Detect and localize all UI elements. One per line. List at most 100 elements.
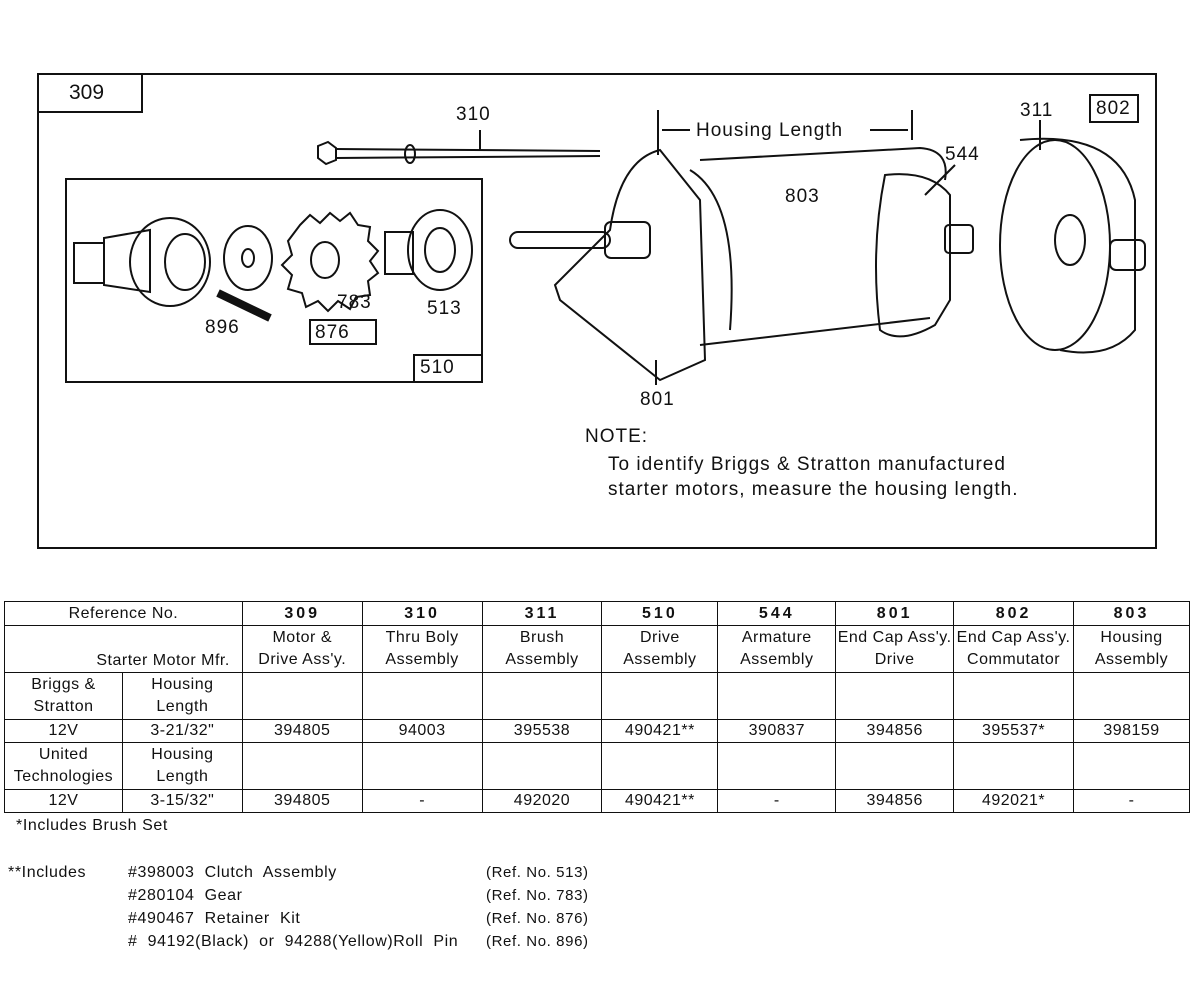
- empty-cell: [361, 742, 483, 790]
- part-number: 390837: [717, 719, 837, 743]
- ref-803-label: 803: [785, 186, 820, 207]
- empty-cell: [361, 672, 483, 720]
- ref-number-row: Reference No. 309 310 311 510 544 801 80…: [4, 601, 1190, 626]
- clutch-part: [384, 209, 473, 291]
- footnote-includes: **Includes: [8, 864, 87, 881]
- commutator-end-cap-part: [999, 120, 1146, 354]
- armature-part: [875, 164, 974, 338]
- desc-line-2: Commutator: [967, 651, 1061, 668]
- manufacturer-row: United Technologies Housing Length: [4, 742, 1190, 790]
- footnote-part: # 94192(Black) or 94288(Yellow)Roll Pin: [128, 933, 459, 950]
- empty-cell: [241, 742, 363, 790]
- desc-line-1: End Cap Ass'y.: [956, 629, 1071, 646]
- part-number: 394805: [241, 789, 363, 813]
- footnote-part: #398003 Clutch Assembly: [128, 864, 337, 881]
- footnote-ref: (Ref. No. 896): [486, 933, 589, 950]
- desc-line-2: Drive: [874, 651, 915, 668]
- desc-line-1: Thru Boly: [385, 629, 459, 646]
- drive-end-cap-part: [509, 148, 733, 385]
- gear-part: [280, 211, 380, 313]
- manufacturer-row: Briggs & Stratton Housing Length: [4, 672, 1190, 720]
- empty-cell: [601, 742, 719, 790]
- ref-513-label: 513: [427, 298, 462, 319]
- desc-line-1: Brush: [519, 629, 565, 646]
- empty-cell: [481, 742, 603, 790]
- ref-783-label: 783: [337, 292, 372, 313]
- footnote-ref: (Ref. No. 783): [486, 887, 589, 904]
- part-number: 394805: [241, 719, 363, 743]
- col-ref: 510: [601, 601, 719, 626]
- footnote-brush-set: *Includes Brush Set: [16, 817, 168, 834]
- desc-line-2: Assembly: [385, 651, 459, 668]
- col-description: End Cap Ass'y. Commutator: [953, 625, 1075, 673]
- mfr-name: United Technologies: [4, 742, 123, 790]
- col-ref: 801: [835, 601, 955, 626]
- ref-544-label: 544: [945, 144, 980, 165]
- empty-cell: [953, 742, 1075, 790]
- ref-310-label: 310: [456, 104, 491, 125]
- desc-line-1: Drive: [639, 629, 680, 646]
- col-ref: 311: [481, 601, 603, 626]
- part-number-row: 12V 3-21/32" 394805 94003 395538 490421** 3908…: [4, 719, 1190, 743]
- desc-line-2: Assembly: [623, 651, 697, 668]
- part-number: 394856: [835, 789, 955, 813]
- part-number: -: [361, 789, 483, 813]
- part-number: 395537*: [953, 719, 1075, 743]
- housing-length-header: Housing Length: [121, 742, 243, 790]
- washer-part: [223, 225, 273, 291]
- pinion-drive-part: [73, 217, 211, 307]
- desc-line-1: Armature: [741, 629, 812, 646]
- main-ref-box: 309: [37, 73, 143, 113]
- empty-cell: [717, 672, 837, 720]
- ref-876-label: 876: [315, 322, 350, 343]
- ref-311-label: 311: [1020, 100, 1054, 121]
- drive-assembly-box: [65, 178, 483, 383]
- part-number: -: [717, 789, 837, 813]
- col-description: Thru Boly Assembly: [361, 625, 483, 673]
- ref-896-label: 896: [205, 317, 240, 338]
- empty-cell: [717, 742, 837, 790]
- empty-cell: [481, 672, 603, 720]
- part-number: 490421**: [601, 719, 719, 743]
- voltage: 12V: [4, 719, 123, 743]
- housing-length: 3-21/32": [121, 719, 243, 743]
- housing-length-label: Housing Length: [696, 120, 844, 141]
- footnote-part: #490467 Retainer Kit: [128, 910, 301, 927]
- note-title: NOTE:: [585, 426, 649, 447]
- note-line-2: starter motors, measure the housing leng…: [608, 479, 1019, 500]
- commutator-ref-box: [1089, 94, 1139, 123]
- description-row: Starter Motor Mfr. Motor & Drive Ass'y. Th…: [4, 625, 1190, 673]
- exploded-parts-drawing: [65, 94, 1146, 385]
- footnote-part: #280104 Gear: [128, 887, 243, 904]
- part-number: 94003: [361, 719, 483, 743]
- footnote-ref: (Ref. No. 876): [486, 910, 589, 927]
- empty-cell: [1073, 742, 1190, 790]
- empty-cell: [835, 742, 955, 790]
- desc-line-1: Housing: [1100, 629, 1163, 646]
- part-number: 490421**: [601, 789, 719, 813]
- col-ref: 309: [241, 601, 363, 626]
- mfr-name: Briggs & Stratton: [4, 672, 123, 720]
- ref-header: Reference No.: [4, 601, 243, 626]
- footnote-ref: (Ref. No. 513): [486, 864, 589, 881]
- housing-length-header: Housing Length: [121, 672, 243, 720]
- empty-cell: [601, 672, 719, 720]
- desc-line-2: Assembly: [740, 651, 814, 668]
- col-description: Motor & Drive Ass'y.: [241, 625, 363, 673]
- col-description: Housing Assembly: [1073, 625, 1190, 673]
- part-number: 398159: [1073, 719, 1190, 743]
- roll-pin-part: [216, 289, 272, 322]
- ref-802-label: 802: [1096, 98, 1131, 119]
- col-description: Drive Assembly: [601, 625, 719, 673]
- ref-510-label: 510: [420, 357, 455, 378]
- part-number-row: 12V 3-15/32" 394805-492020 490421** -394856 4…: [4, 789, 1190, 813]
- desc-line-2: Drive Ass'y.: [258, 651, 347, 668]
- drive-ref-box: [413, 354, 483, 383]
- col-ref: 310: [361, 601, 483, 626]
- main-ref-label: 309: [69, 81, 105, 104]
- part-number: 492020: [481, 789, 603, 813]
- col-description: Brush Assembly: [481, 625, 603, 673]
- empty-cell: [1073, 672, 1190, 720]
- ref-801-label: 801: [640, 389, 675, 410]
